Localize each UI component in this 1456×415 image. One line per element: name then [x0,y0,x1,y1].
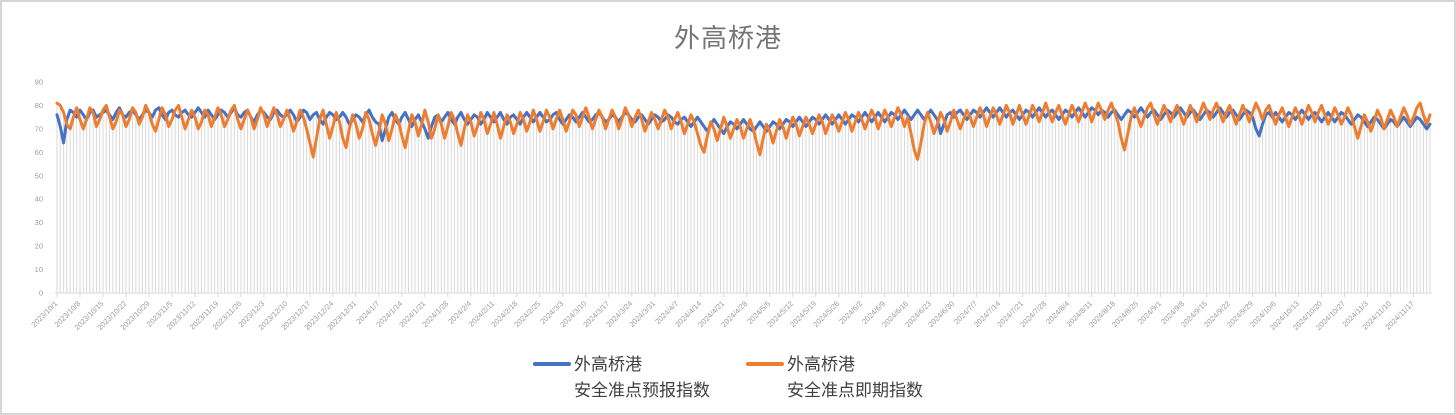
chart-title: 外高桥港 [673,23,782,53]
legend-line-swatch-orange [746,362,784,366]
svg-text:70: 70 [35,124,43,133]
legend-label-spot-line1: 外高桥港 [787,355,855,374]
svg-text:50: 50 [35,171,43,180]
svg-text:60: 60 [35,148,43,157]
droplines [56,103,1431,293]
legend-item-spot: 外高桥港 安全准点即期指数 [746,352,923,404]
svg-text:2024/9/1: 2024/9/1 [1136,299,1163,326]
legend-line-swatch-blue [533,362,571,366]
x-axis [55,292,1432,297]
svg-text:40: 40 [35,195,43,204]
legend-label-forecast-line2: 安全准点预报指数 [574,381,710,400]
legend-item-forecast: 外高桥港 安全准点预报指数 [533,352,710,404]
x-axis-labels: 2023/10/12023/10/82023/10/152023/10/2220… [29,299,1416,332]
svg-text:90: 90 [35,78,43,87]
y-axis-labels: 0 10 20 30 40 50 60 70 80 90 [35,78,43,298]
series-line-spot [55,101,1432,161]
svg-text:30: 30 [35,218,43,227]
svg-text:2024/6/2: 2024/6/2 [837,299,864,326]
legend-label-forecast-line1: 外高桥港 [574,355,642,374]
svg-text:20: 20 [35,242,43,251]
legend: 外高桥港 安全准点预报指数 外高桥港 安全准点即期指数 [2,352,1454,404]
svg-text:0: 0 [39,289,43,298]
svg-text:10: 10 [35,265,43,274]
svg-text:80: 80 [35,101,43,110]
legend-label-spot-line2: 安全准点即期指数 [787,381,923,400]
